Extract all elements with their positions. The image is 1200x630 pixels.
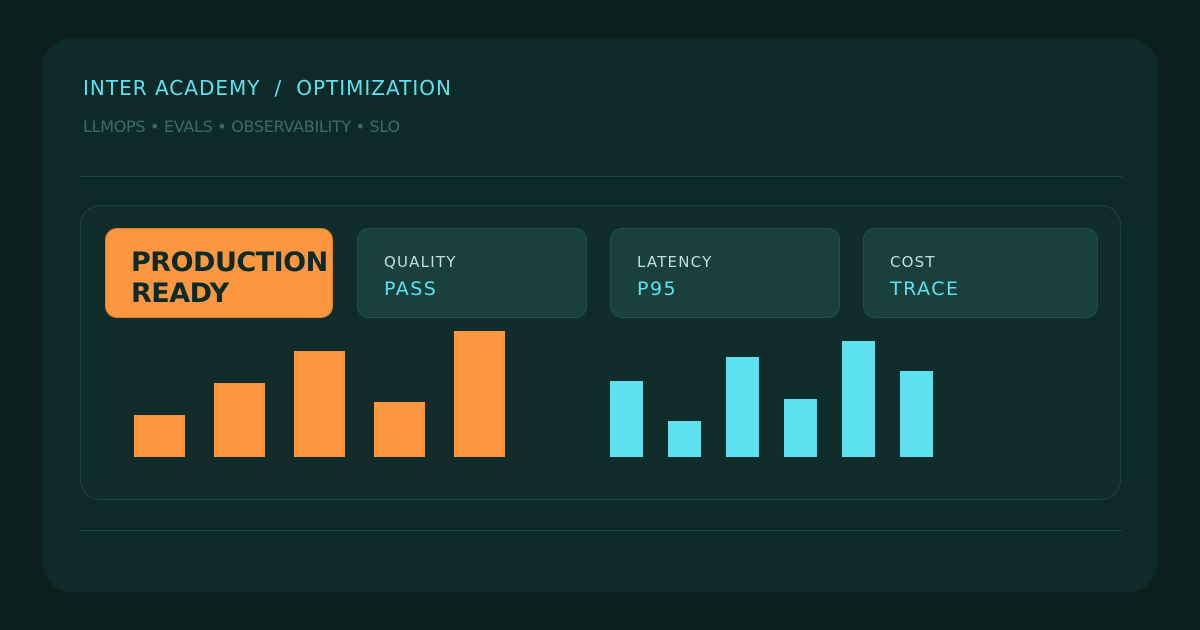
breadcrumb-item-academy[interactable]: INTER ACADEMY (83, 76, 261, 100)
cyan-bar-2 (668, 421, 701, 457)
cyan-bar-6 (900, 371, 933, 457)
footer-divider (80, 530, 1122, 531)
orange-bar-1 (134, 415, 185, 457)
metric-card-quality: QUALITY PASS (357, 228, 587, 318)
breadcrumb-item-optimization[interactable]: OPTIMIZATION (296, 76, 452, 100)
bar-charts (134, 331, 933, 457)
production-ready-badge: PRODUCTION READY (105, 228, 333, 318)
badge-label: PRODUCTION READY (131, 247, 331, 309)
cyan-bar-1 (610, 381, 643, 457)
orange-bar-chart (134, 331, 505, 457)
orange-bar-2 (214, 383, 265, 457)
header-divider (80, 176, 1122, 177)
cyan-bar-chart (610, 341, 933, 457)
breadcrumb-separator: / (274, 76, 283, 100)
cyan-bar-5 (842, 341, 875, 457)
metric-label-latency: LATENCY (637, 253, 713, 271)
metric-value-cost: TRACE (890, 278, 960, 300)
status-panel: PRODUCTION READY QUALITY PASS LATENCY P9… (80, 205, 1121, 500)
metric-value-quality: PASS (384, 278, 438, 300)
orange-bar-3 (294, 351, 345, 457)
cyan-bar-4 (784, 399, 817, 457)
orange-bar-5 (454, 331, 505, 457)
metric-value-latency: P95 (637, 278, 678, 300)
badge-line-1: PRODUCTION (131, 247, 328, 278)
cyan-bar-3 (726, 357, 759, 457)
badge-line-2: READY (131, 278, 229, 309)
main-card: INTER ACADEMY / OPTIMIZATION LLMOPS • EVAL… (42, 38, 1158, 592)
metric-card-latency: LATENCY P95 (610, 228, 840, 318)
metric-label-quality: QUALITY (384, 253, 457, 271)
breadcrumb: INTER ACADEMY / OPTIMIZATION (83, 76, 452, 100)
metric-card-cost: COST TRACE (863, 228, 1098, 318)
orange-bar-4 (374, 402, 425, 457)
topic-tags: LLMOPS • EVALS • OBSERVABILITY • SLO (83, 117, 400, 136)
metric-label-cost: COST (890, 253, 936, 271)
